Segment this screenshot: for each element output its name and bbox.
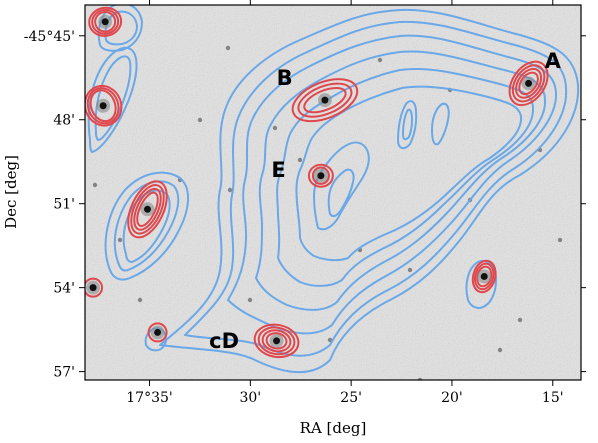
x-tick-label: 30': [239, 390, 261, 406]
xray-contour: [511, 64, 546, 103]
y-tick-label: 57': [53, 365, 75, 381]
source-labels: A B EcD: [209, 49, 561, 353]
xray-contour: [86, 87, 120, 125]
radio-contour: [87, 46, 138, 153]
x-axis: 17°35' 30' 25' 20' 15': [126, 0, 564, 406]
xray-contour: [265, 332, 288, 350]
background-star: [117, 237, 123, 243]
x-tick-label: 20': [441, 390, 463, 406]
radio-contour: [104, 171, 189, 281]
background-star: [297, 157, 303, 163]
background-star: [137, 297, 143, 303]
background-star: [272, 125, 278, 131]
source-core: [89, 284, 97, 292]
source-core: [321, 96, 329, 104]
y-axis-label: Dec [deg]: [2, 155, 20, 229]
xray-contour: [85, 84, 123, 127]
source-label: A: [545, 49, 562, 73]
xray-contour: [515, 67, 543, 99]
source-core: [101, 18, 109, 26]
source-core: [99, 102, 107, 110]
xray-contour: [130, 184, 165, 235]
background-star: [92, 182, 98, 188]
radio-contour: [276, 67, 535, 287]
radio-contour: [431, 102, 450, 146]
xray-contour: [94, 10, 117, 33]
y-axis: -45°45' 48' 51' 54' 57': [24, 29, 586, 381]
source-core: [480, 272, 488, 280]
xray-contour: [307, 163, 334, 188]
xray-contour: [473, 262, 495, 291]
radio-contour: [295, 85, 523, 262]
background-star: [227, 187, 233, 193]
x-tick-label: 17°35': [126, 390, 172, 406]
xray-contour: [311, 166, 330, 185]
source-label: cD: [209, 329, 239, 353]
background-star: [557, 237, 563, 243]
source-core: [154, 328, 162, 336]
source-core: [144, 205, 152, 213]
radio-contour: [113, 180, 180, 272]
xray-contour: [136, 191, 159, 227]
background-star: [247, 297, 253, 303]
xray-contour: [508, 60, 549, 107]
background-star: [377, 57, 383, 63]
x-tick-label: 25': [340, 390, 362, 406]
radio-contour: [465, 260, 497, 309]
y-tick-label: 51': [53, 197, 75, 213]
y-tick-label: -45°45': [24, 29, 75, 45]
xray-contour: [127, 180, 168, 239]
background-star: [225, 45, 231, 51]
source-core: [273, 337, 281, 345]
background-noise: [85, 5, 581, 380]
radio-contour: [313, 141, 370, 231]
background-star: [497, 347, 503, 353]
radio-contour: [104, 10, 138, 46]
xray-contour: [133, 187, 162, 231]
xray-contour: [303, 87, 347, 114]
xray-contour: [291, 78, 359, 123]
background-star: [517, 317, 523, 323]
xray-contour: [297, 82, 353, 118]
xray-contour: [471, 259, 497, 294]
xray-contour: [89, 89, 117, 123]
radio-contour: [397, 100, 418, 150]
source-label: E: [271, 158, 285, 182]
x-tick-label: 15': [542, 390, 564, 406]
radio-contour: [184, 20, 568, 357]
xray-contours: [85, 6, 549, 359]
source-cores: [86, 14, 536, 348]
radio-contour: [94, 55, 132, 141]
radio-contour: [159, 8, 580, 374]
xray-contour: [147, 322, 168, 343]
xray-contour: [257, 326, 296, 356]
x-axis-label: RA [deg]: [300, 419, 367, 437]
xray-contour: [91, 8, 120, 35]
source-core: [317, 172, 325, 180]
radio-contour: [327, 168, 355, 218]
xray-contour: [85, 277, 104, 298]
plot-area: [85, 5, 581, 380]
xray-contour: [253, 323, 300, 359]
y-tick-label: 54': [53, 281, 75, 297]
plot-frame: [84, 4, 582, 381]
xray-contour: [88, 6, 123, 37]
source-core: [525, 79, 533, 87]
y-tick-label: 48': [53, 113, 75, 129]
background-star: [197, 117, 203, 123]
radio-contour: [402, 108, 413, 141]
source-label: B: [277, 66, 293, 90]
background-star: [407, 267, 413, 273]
xray-contour: [261, 329, 292, 353]
xray-contour: [518, 71, 539, 96]
